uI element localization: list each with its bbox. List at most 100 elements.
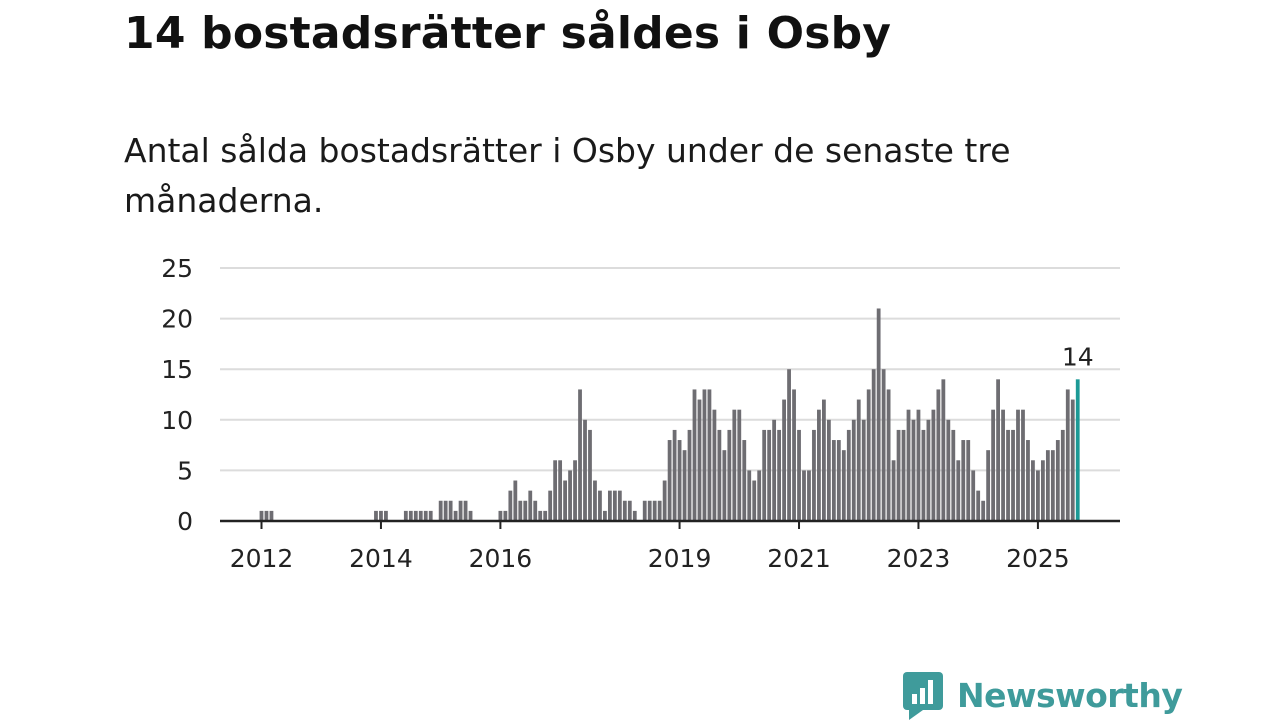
bar: [1050, 450, 1055, 521]
bar: [822, 399, 826, 521]
bar: [503, 510, 508, 521]
bar: [732, 409, 737, 521]
bar: [792, 389, 796, 521]
bar: [931, 409, 936, 521]
bar: [881, 369, 886, 521]
bar: [817, 409, 821, 521]
bar: [632, 510, 637, 521]
bar: [593, 480, 597, 521]
bar: [543, 510, 548, 521]
bar: [269, 510, 274, 521]
bar: [901, 429, 906, 521]
bar: [797, 429, 801, 521]
bar: [936, 389, 941, 521]
bar: [498, 510, 503, 521]
bar: [886, 389, 891, 521]
bar: [528, 490, 533, 521]
bar: [1006, 429, 1010, 521]
bar: [573, 460, 577, 521]
bar: [1016, 409, 1020, 521]
brand-logo: Newsworthy: [903, 670, 1183, 720]
bar: [971, 470, 976, 521]
bar: [772, 419, 777, 521]
bar: [448, 500, 453, 521]
bar: [707, 389, 712, 521]
bar: [682, 450, 687, 521]
bar: [856, 399, 861, 521]
bar: [523, 500, 528, 521]
x-tick-label: 2012: [230, 544, 294, 573]
chart-title: 14 bostadsrätter såldes i Osby: [124, 8, 892, 59]
bar: [926, 419, 931, 521]
bar: [548, 490, 553, 521]
bar: [423, 510, 428, 521]
bar: [697, 399, 702, 521]
bar: [757, 470, 762, 521]
bar: [787, 369, 791, 521]
bar: [513, 480, 518, 521]
bar: [1021, 409, 1025, 521]
bar: [976, 490, 981, 521]
bar: [538, 510, 543, 521]
x-tick-label: 2016: [469, 544, 533, 573]
x-axis-ticks: 2012 2014 2016 2019 2021 2023 2025: [230, 521, 1070, 573]
bar: [662, 480, 667, 521]
bar: [588, 429, 592, 521]
bar: [374, 510, 378, 521]
y-tick-label: 25: [161, 254, 193, 283]
bar: [458, 500, 463, 521]
bar: [463, 500, 468, 521]
x-tick-label: 2014: [349, 544, 413, 573]
bar: [379, 510, 383, 521]
bar: [826, 419, 831, 521]
bar: [1055, 440, 1060, 521]
bar: [1070, 399, 1075, 521]
bar: [807, 470, 811, 521]
bar: [851, 419, 856, 521]
brand-name: Newsworthy: [957, 675, 1183, 715]
bar: [647, 500, 652, 521]
bar: [871, 369, 876, 521]
bar: [1001, 409, 1005, 521]
x-tick-label: 2019: [648, 544, 712, 573]
x-tick-label: 2025: [1006, 544, 1070, 573]
bar: [717, 429, 722, 521]
bar: [727, 429, 732, 521]
bar: [921, 429, 926, 521]
y-tick-label: 0: [177, 507, 193, 536]
bar: [841, 450, 846, 521]
bar: [384, 510, 388, 521]
y-axis-ticks: 0 5 10 15 20 25: [161, 254, 193, 536]
bar: [1060, 429, 1065, 521]
bar: [612, 490, 617, 521]
bar: [767, 429, 772, 521]
bar: [747, 470, 752, 521]
bar: [846, 429, 851, 521]
bar: [259, 510, 264, 521]
bar: [568, 470, 572, 521]
bar: [438, 500, 443, 521]
bar: [1036, 470, 1040, 521]
bar: [712, 409, 717, 521]
bar: [996, 379, 1000, 521]
newsworthy-logo-icon: [903, 672, 943, 720]
bar: [1065, 389, 1070, 521]
bar: [1011, 429, 1015, 521]
y-tick-label: 15: [161, 355, 193, 384]
bar: [1031, 460, 1035, 521]
bar: [956, 460, 961, 521]
bar: [981, 500, 986, 521]
bar: [916, 409, 921, 521]
x-tick-label: 2021: [767, 544, 831, 573]
bar: [627, 500, 632, 521]
bar: [777, 429, 782, 521]
bar: [986, 450, 991, 521]
bar: [861, 419, 866, 521]
bar: [603, 510, 607, 521]
bar: [951, 429, 956, 521]
bar: [408, 510, 413, 521]
bar-highlight: [1075, 379, 1080, 521]
bar: [752, 480, 757, 521]
bar: [692, 389, 697, 521]
bar: [991, 409, 996, 521]
